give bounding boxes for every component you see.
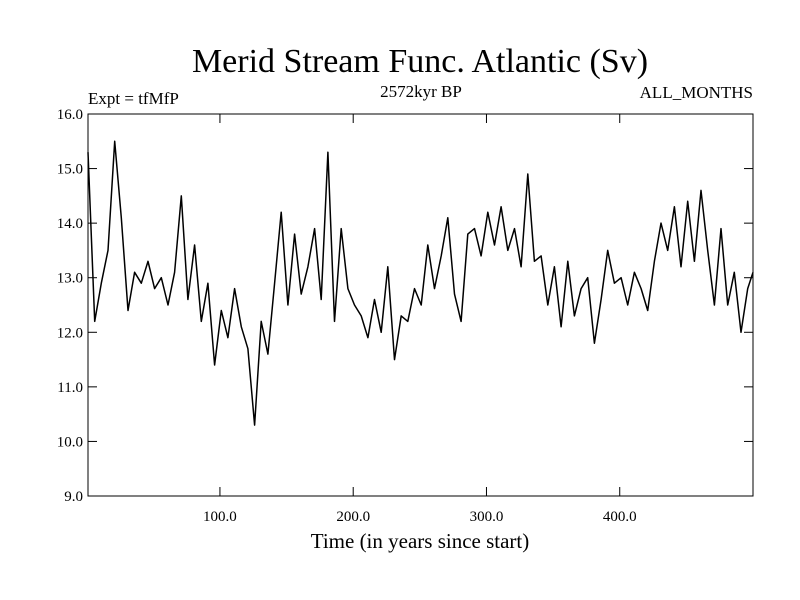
y-tick-label: 13.0 (57, 271, 83, 287)
experiment-label: Expt = tfMfP (88, 89, 179, 108)
y-tick-label: 15.0 (57, 162, 83, 178)
plot-frame (87, 113, 754, 497)
y-tick-label: 14.0 (57, 216, 83, 232)
series-line (87, 140, 754, 426)
period-label: 2572kyr BP (380, 82, 462, 101)
x-axis-label: Time (in years since start) (311, 529, 530, 553)
y-tick-label: 9.0 (64, 489, 83, 505)
y-tick-label: 16.0 (57, 107, 83, 123)
chart-title: Merid Stream Func. Atlantic (Sv) (192, 43, 648, 80)
x-tick-label: 400.0 (603, 509, 637, 525)
x-tick-label: 100.0 (203, 509, 237, 525)
x-tick-label: 200.0 (336, 509, 370, 525)
x-tick-label: 300.0 (470, 509, 504, 525)
y-tick-label: 10.0 (57, 434, 83, 450)
y-axis: 9.0 10.0 11.0 12.0 13.0 14.0 15.0 16.0 (57, 107, 753, 505)
y-tick-label: 12.0 (57, 325, 83, 341)
series-layer (87, 140, 754, 426)
months-label: ALL_MONTHS (640, 83, 753, 102)
y-tick-label: 11.0 (57, 380, 83, 396)
x-axis: 100.0 200.0 300.0 400.0 (203, 114, 637, 525)
